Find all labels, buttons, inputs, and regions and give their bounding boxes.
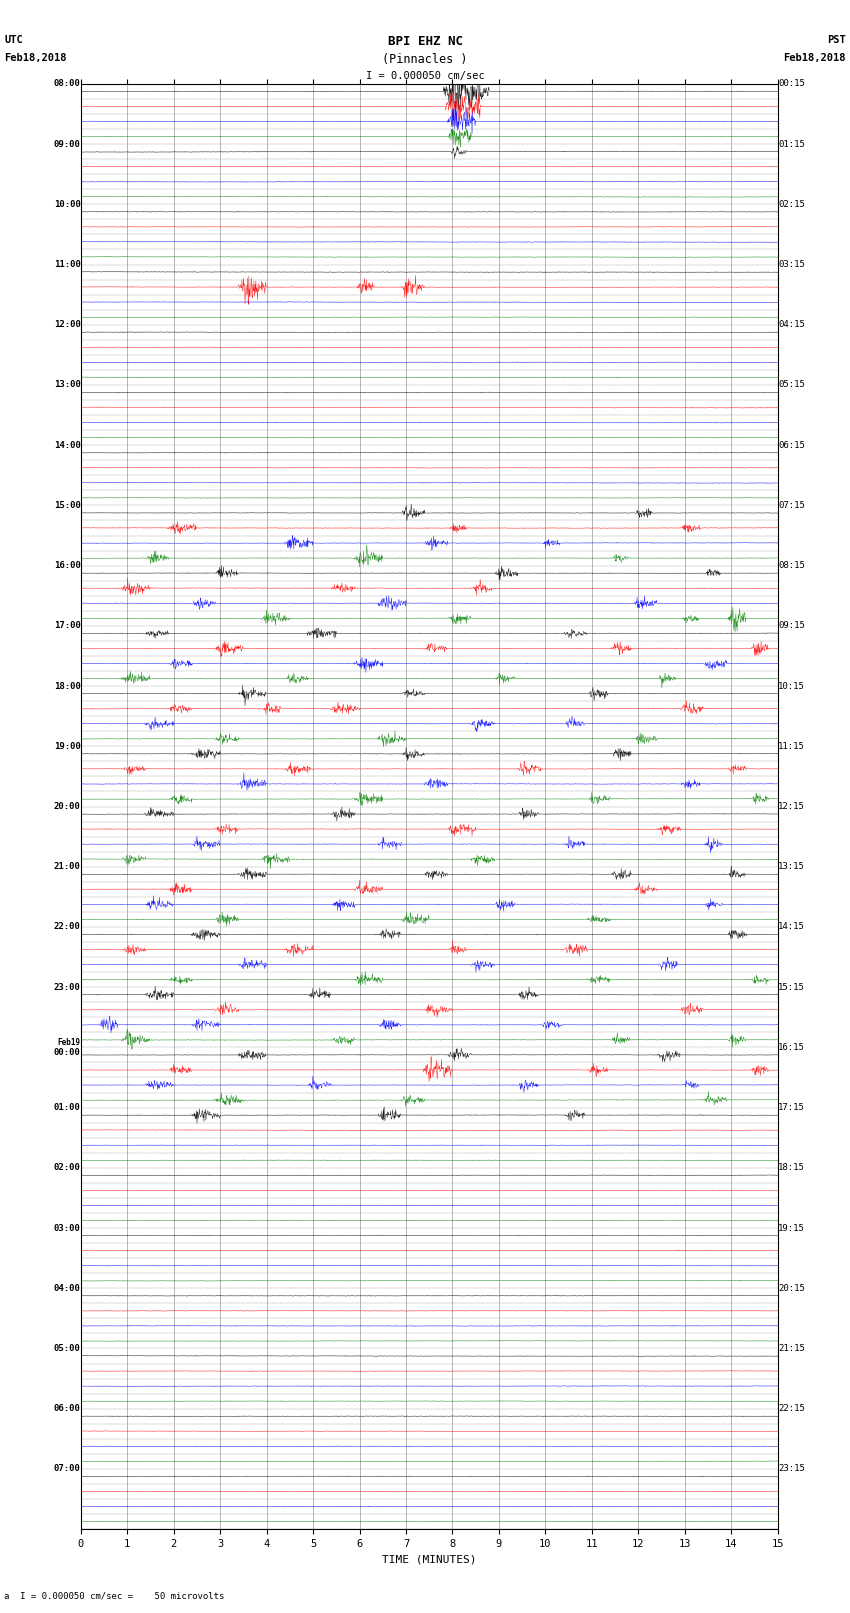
Text: 19:15: 19:15 bbox=[778, 1224, 805, 1232]
Text: 05:00: 05:00 bbox=[54, 1344, 81, 1353]
Text: 05:15: 05:15 bbox=[778, 381, 805, 389]
Text: 23:00: 23:00 bbox=[54, 982, 81, 992]
Text: 22:00: 22:00 bbox=[54, 923, 81, 931]
Text: Feb18,2018: Feb18,2018 bbox=[4, 53, 67, 63]
Text: 06:15: 06:15 bbox=[778, 440, 805, 450]
Text: 21:00: 21:00 bbox=[54, 863, 81, 871]
Text: 10:15: 10:15 bbox=[778, 682, 805, 690]
Text: 04:00: 04:00 bbox=[54, 1284, 81, 1292]
Text: 23:15: 23:15 bbox=[778, 1465, 805, 1473]
Text: 22:15: 22:15 bbox=[778, 1405, 805, 1413]
Text: 03:15: 03:15 bbox=[778, 260, 805, 269]
Text: 18:00: 18:00 bbox=[54, 682, 81, 690]
Text: 00:15: 00:15 bbox=[778, 79, 805, 89]
Text: Feb19: Feb19 bbox=[58, 1037, 81, 1047]
Text: 01:15: 01:15 bbox=[778, 140, 805, 148]
Text: 11:15: 11:15 bbox=[778, 742, 805, 750]
Text: 20:15: 20:15 bbox=[778, 1284, 805, 1292]
Text: 06:00: 06:00 bbox=[54, 1405, 81, 1413]
Text: 18:15: 18:15 bbox=[778, 1163, 805, 1173]
Text: 14:15: 14:15 bbox=[778, 923, 805, 931]
Text: 02:15: 02:15 bbox=[778, 200, 805, 208]
Text: 17:15: 17:15 bbox=[778, 1103, 805, 1111]
Text: 09:00: 09:00 bbox=[54, 140, 81, 148]
Text: 13:15: 13:15 bbox=[778, 863, 805, 871]
Text: 13:00: 13:00 bbox=[54, 381, 81, 389]
Text: 15:00: 15:00 bbox=[54, 502, 81, 510]
Text: I = 0.000050 cm/sec: I = 0.000050 cm/sec bbox=[366, 71, 484, 81]
Text: BPI EHZ NC: BPI EHZ NC bbox=[388, 35, 462, 48]
Text: (Pinnacles ): (Pinnacles ) bbox=[382, 53, 468, 66]
Text: 19:00: 19:00 bbox=[54, 742, 81, 750]
Text: 11:00: 11:00 bbox=[54, 260, 81, 269]
Text: 20:00: 20:00 bbox=[54, 802, 81, 811]
Text: 10:00: 10:00 bbox=[54, 200, 81, 208]
Text: UTC: UTC bbox=[4, 35, 23, 45]
Text: 12:15: 12:15 bbox=[778, 802, 805, 811]
Text: 02:00: 02:00 bbox=[54, 1163, 81, 1173]
Text: 03:00: 03:00 bbox=[54, 1224, 81, 1232]
Text: a  I = 0.000050 cm/sec =    50 microvolts: a I = 0.000050 cm/sec = 50 microvolts bbox=[4, 1590, 224, 1600]
Text: 15:15: 15:15 bbox=[778, 982, 805, 992]
Text: PST: PST bbox=[827, 35, 846, 45]
Text: 00:00: 00:00 bbox=[54, 1048, 81, 1057]
Text: 08:15: 08:15 bbox=[778, 561, 805, 569]
Text: 14:00: 14:00 bbox=[54, 440, 81, 450]
Text: 16:15: 16:15 bbox=[778, 1044, 805, 1052]
Text: 01:00: 01:00 bbox=[54, 1103, 81, 1111]
Text: 07:15: 07:15 bbox=[778, 502, 805, 510]
X-axis label: TIME (MINUTES): TIME (MINUTES) bbox=[382, 1555, 477, 1565]
Text: 09:15: 09:15 bbox=[778, 621, 805, 631]
Text: 17:00: 17:00 bbox=[54, 621, 81, 631]
Text: 08:00: 08:00 bbox=[54, 79, 81, 89]
Text: 04:15: 04:15 bbox=[778, 321, 805, 329]
Text: 16:00: 16:00 bbox=[54, 561, 81, 569]
Text: 12:00: 12:00 bbox=[54, 321, 81, 329]
Text: 07:00: 07:00 bbox=[54, 1465, 81, 1473]
Text: 21:15: 21:15 bbox=[778, 1344, 805, 1353]
Text: Feb18,2018: Feb18,2018 bbox=[783, 53, 846, 63]
